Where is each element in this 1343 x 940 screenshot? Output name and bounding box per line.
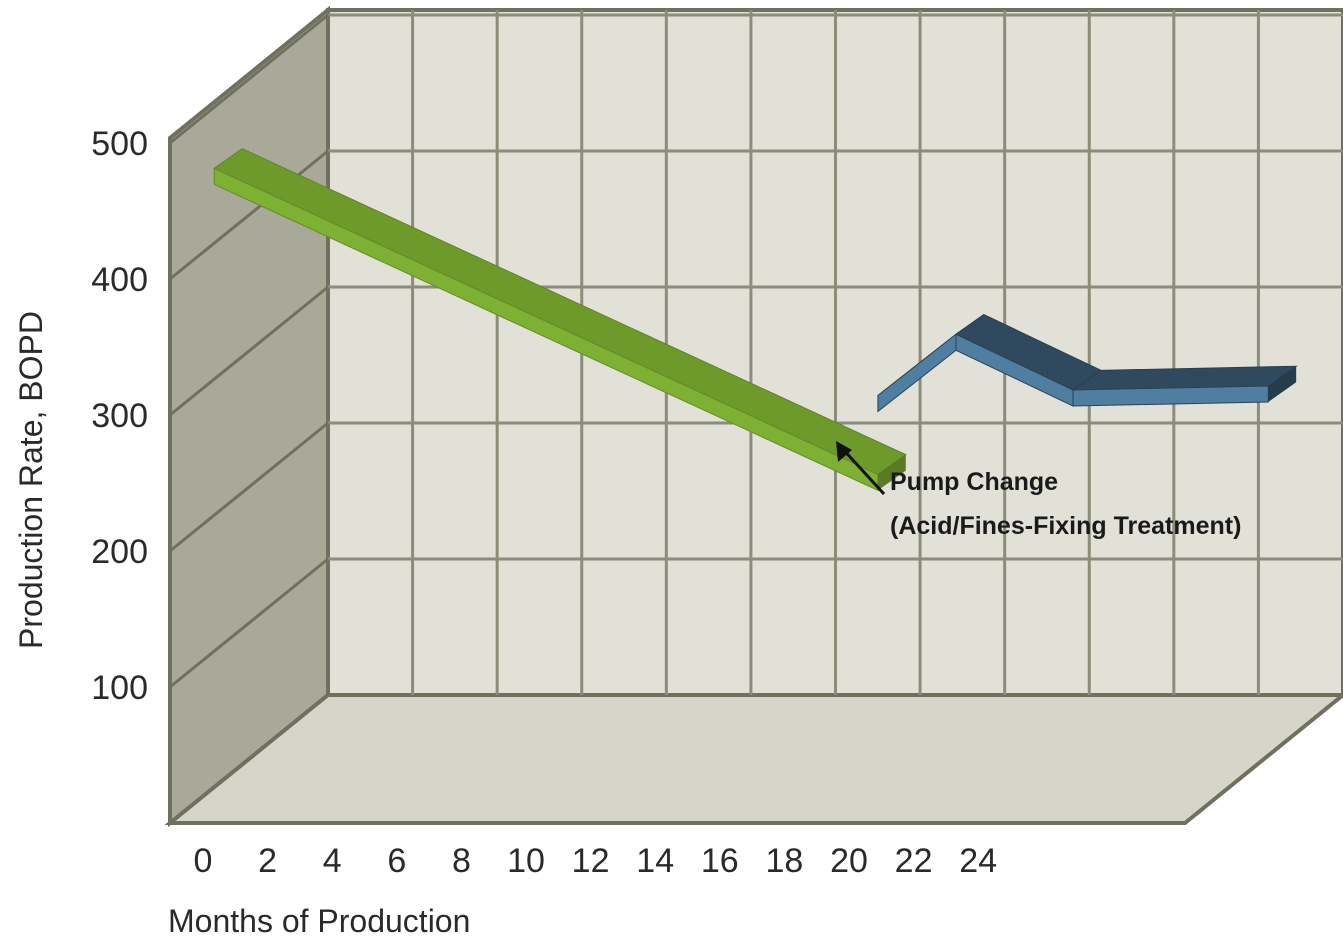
- x-tick-label: 14: [636, 842, 674, 880]
- y-axis-title: Production Rate, BOPD: [13, 311, 49, 649]
- y-tick-label: 300: [91, 397, 148, 435]
- x-tick-label: 22: [895, 842, 933, 880]
- grid-line-side: [169, 557, 329, 689]
- x-tick-label: 24: [959, 842, 997, 880]
- grid-line-side: [169, 149, 329, 281]
- x-tick-label: 8: [452, 842, 471, 880]
- ribbon-end: [877, 454, 906, 491]
- x-tick-label: 20: [830, 842, 868, 880]
- y-tick-label: 100: [91, 669, 148, 707]
- x-tick-label: 12: [572, 842, 610, 880]
- y-tick-labels: 100 200 300 400 500: [91, 125, 148, 707]
- x-tick-label: 6: [387, 842, 406, 880]
- x-tick-label: 18: [765, 842, 803, 880]
- grid-line-side: [169, 13, 329, 145]
- pump-change-annotation: Pump Change (Acid/Fines-Fixing Treatment…: [836, 441, 1241, 540]
- ribbon-front: [1072, 385, 1269, 407]
- x-tick-labels: 0 2 4 6 8 10 12 14 16 18 20 22 24: [194, 842, 998, 880]
- floor: [164, 693, 1343, 825]
- annotation-line-1: Pump Change: [890, 468, 1058, 496]
- x-tick-label: 4: [323, 842, 342, 880]
- x-tick-label: 10: [507, 842, 545, 880]
- left-wall: [168, 5, 330, 828]
- grid-line-side: [169, 421, 329, 553]
- ribbon-end: [1268, 366, 1297, 402]
- x-tick-label: 2: [258, 842, 277, 880]
- annotation-arrow-head: [836, 441, 852, 462]
- x-tick-label: 0: [194, 842, 213, 880]
- x-axis-title: Months of Production: [168, 903, 470, 939]
- y-tick-label: 400: [91, 261, 148, 299]
- grid-line-side: [169, 285, 329, 417]
- y-tick-label: 500: [91, 125, 148, 163]
- annotation-line-2: (Acid/Fines-Fixing Treatment): [890, 512, 1241, 540]
- x-tick-label: 16: [701, 842, 739, 880]
- series-layer: [213, 148, 1298, 492]
- series-ribbon-2: [877, 313, 1298, 413]
- y-tick-label: 200: [91, 533, 148, 571]
- series-ribbon-1: [213, 148, 907, 492]
